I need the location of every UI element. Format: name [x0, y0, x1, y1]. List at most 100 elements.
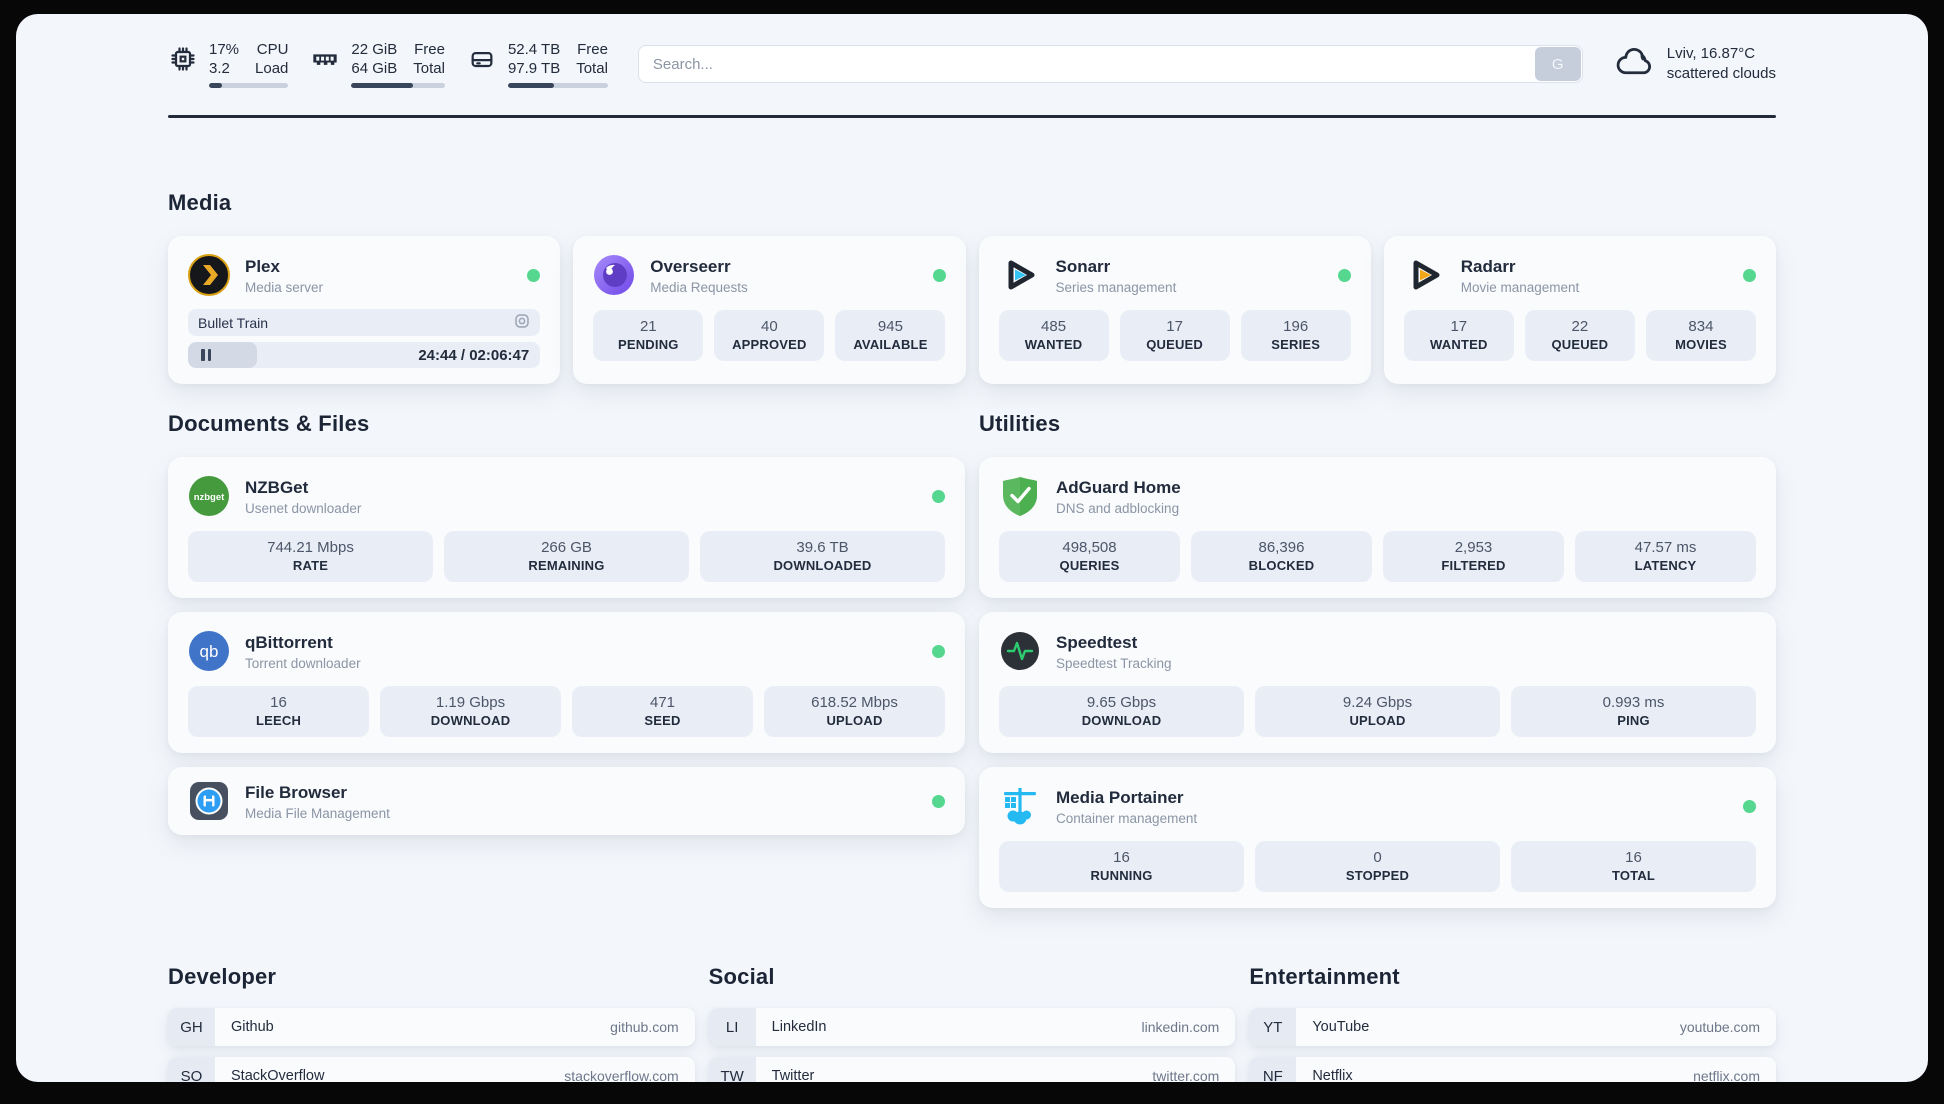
svg-text:nzbget: nzbget: [194, 492, 225, 503]
link-name: StackOverflow: [231, 1068, 325, 1082]
stat-series: 196 SERIES: [1240, 310, 1351, 361]
svg-text:qb: qb: [200, 642, 219, 661]
ram-labels: Free Total: [413, 41, 445, 77]
stat-wanted: 17 WANTED: [1403, 310, 1514, 361]
cpu-progress-bar: [209, 83, 289, 88]
documents-column: Documents & Files nzbget NZBGet Usenet d: [168, 411, 965, 922]
link-stackoverflow[interactable]: SO StackOverflow stackoverflow.com: [168, 1057, 695, 1082]
app-card-nzbget[interactable]: nzbget NZBGet Usenet downloader 744.21 M…: [168, 457, 965, 598]
stat-available: 945 AVAILABLE: [835, 310, 946, 361]
link-url: stackoverflow.com: [564, 1068, 679, 1082]
app-card-plex[interactable]: Plex Media server Bullet Train: [168, 236, 561, 384]
link-abbr: TW: [708, 1057, 756, 1082]
app-card-adguard[interactable]: AdGuard Home DNS and adblocking 498,508 Q…: [979, 457, 1776, 598]
app-card-overseerr[interactable]: Overseerr Media Requests 21 PENDING 40 APP…: [573, 236, 966, 384]
qbittorrent-icon: qb: [188, 630, 230, 672]
stat-rate: 744.21 Mbps RATE: [188, 531, 433, 582]
adguard-icon: [999, 475, 1041, 517]
app-card-qbittorrent[interactable]: qb qBittorrent Torrent downloader 16 LEEC…: [168, 612, 965, 753]
disk-progress-bar: [507, 83, 608, 88]
stat-pending: 21 PENDING: [593, 310, 704, 361]
link-name: Twitter: [771, 1068, 815, 1082]
stat-total: 16 TOTAL: [1511, 841, 1756, 892]
status-dot: [1743, 268, 1756, 282]
app-card-filebrowser[interactable]: File Browser Media File Management: [168, 767, 965, 835]
stat-download: 1.19 Gbps DOWNLOAD: [380, 686, 561, 737]
app-subtitle: Usenet downloader: [245, 500, 362, 516]
app-name: Overseerr: [650, 256, 731, 276]
app-subtitle: Movie management: [1460, 279, 1580, 295]
link-youtube[interactable]: YT YouTube youtube.com: [1249, 1008, 1776, 1046]
playback-progress-bar: 24:44 / 02:06:47: [188, 342, 541, 368]
link-abbr: YT: [1249, 1008, 1297, 1046]
search-input[interactable]: [637, 45, 1583, 83]
app-name: Media Portainer: [1056, 787, 1184, 807]
dashboard-page: 17% 3.2 CPU Load: [16, 14, 1928, 1082]
app-card-sonarr[interactable]: Sonarr Series management 485 WANTED 17 QUE…: [978, 236, 1371, 384]
stat-queued: 22 QUEUED: [1524, 310, 1635, 361]
stat-remaining: 266 GB REMAINING: [444, 531, 689, 582]
portainer-icon: [999, 785, 1041, 827]
app-name: AdGuard Home: [1056, 477, 1181, 497]
utilities-column: Utilities AdGuard Home: [979, 411, 1776, 922]
status-dot: [527, 268, 541, 282]
link-twitter[interactable]: TW Twitter twitter.com: [708, 1057, 1236, 1082]
section-title-documents: Documents & Files: [168, 411, 370, 436]
search-bar: G: [637, 45, 1583, 83]
header-divider: [168, 115, 1776, 118]
link-name: Netflix: [1312, 1068, 1353, 1082]
search-engine-button[interactable]: G: [1534, 47, 1581, 81]
links-column-developer: Developer GH Github github.com SO StackO…: [168, 964, 695, 1082]
weather-condition: scattered clouds: [1666, 65, 1776, 82]
link-url: linkedin.com: [1141, 1019, 1220, 1035]
section-title-media: Media: [168, 190, 232, 215]
app-name: NZBGet: [245, 477, 309, 497]
link-abbr: LI: [708, 1008, 756, 1046]
app-subtitle: Media File Management: [245, 805, 390, 821]
stat-blocked: 86,396 BLOCKED: [1191, 531, 1372, 582]
speedtest-icon: [999, 630, 1041, 672]
link-linkedin[interactable]: LI LinkedIn linkedin.com: [708, 1008, 1236, 1046]
app-subtitle: DNS and adblocking: [1056, 500, 1180, 516]
disk-labels: Free Total: [576, 41, 608, 77]
header: 17% 3.2 CPU Load: [168, 40, 1776, 88]
link-name: Github: [231, 1019, 274, 1035]
cpu-icon: [168, 44, 198, 74]
app-card-speedtest[interactable]: Speedtest Speedtest Tracking 9.65 Gbps DO…: [979, 612, 1776, 753]
link-netflix[interactable]: NF Netflix netflix.com: [1249, 1057, 1776, 1082]
stat-downloaded: 39.6 TB DOWNLOADED: [700, 531, 945, 582]
section-title-utilities: Utilities: [979, 411, 1061, 436]
section-title-social: Social: [708, 964, 775, 989]
pause-icon[interactable]: [197, 345, 215, 365]
section-title-developer: Developer: [168, 964, 277, 989]
stat-upload: 9.24 Gbps UPLOAD: [1255, 686, 1500, 737]
now-playing-title: Bullet Train: [198, 314, 269, 331]
disk-values: 52.4 TB 97.9 TB: [507, 41, 561, 77]
stat-download: 9.65 Gbps DOWNLOAD: [999, 686, 1244, 737]
now-playing-bar: Bullet Train: [188, 309, 541, 336]
cpu-stat: 17% 3.2 CPU Load: [168, 40, 289, 88]
section-title-entertainment: Entertainment: [1249, 964, 1400, 989]
app-name: Speedtest: [1056, 632, 1138, 652]
filebrowser-icon: [188, 780, 230, 822]
ram-stat: 22 GiB 64 GiB Free Total: [310, 40, 445, 88]
cpu-labels: CPU Load: [255, 41, 289, 77]
link-abbr: SO: [168, 1057, 215, 1082]
app-card-portainer[interactable]: Media Portainer Container management 16 R…: [979, 767, 1776, 908]
app-card-radarr[interactable]: Radarr Movie management 17 WANTED 22 QUEUE…: [1383, 236, 1776, 384]
ram-icon: [310, 44, 340, 74]
stat-movies: 834 MOVIES: [1645, 310, 1756, 361]
status-dot: [932, 268, 946, 282]
stat-filtered: 2,953 FILTERED: [1383, 531, 1564, 582]
stat-ping: 0.993 ms PING: [1511, 686, 1756, 737]
stat-queued: 17 QUEUED: [1119, 310, 1230, 361]
weather-widget: Lviv, 16.87°C scattered clouds: [1615, 44, 1776, 84]
app-subtitle: Container management: [1056, 810, 1198, 826]
link-github[interactable]: GH Github github.com: [168, 1008, 695, 1046]
now-playing-media-icon: [514, 313, 530, 332]
app-subtitle: Series management: [1055, 279, 1177, 295]
app-name: Radarr: [1460, 256, 1516, 276]
link-url: twitter.com: [1152, 1068, 1220, 1082]
link-abbr: NF: [1249, 1057, 1297, 1082]
plex-icon: [188, 254, 230, 296]
